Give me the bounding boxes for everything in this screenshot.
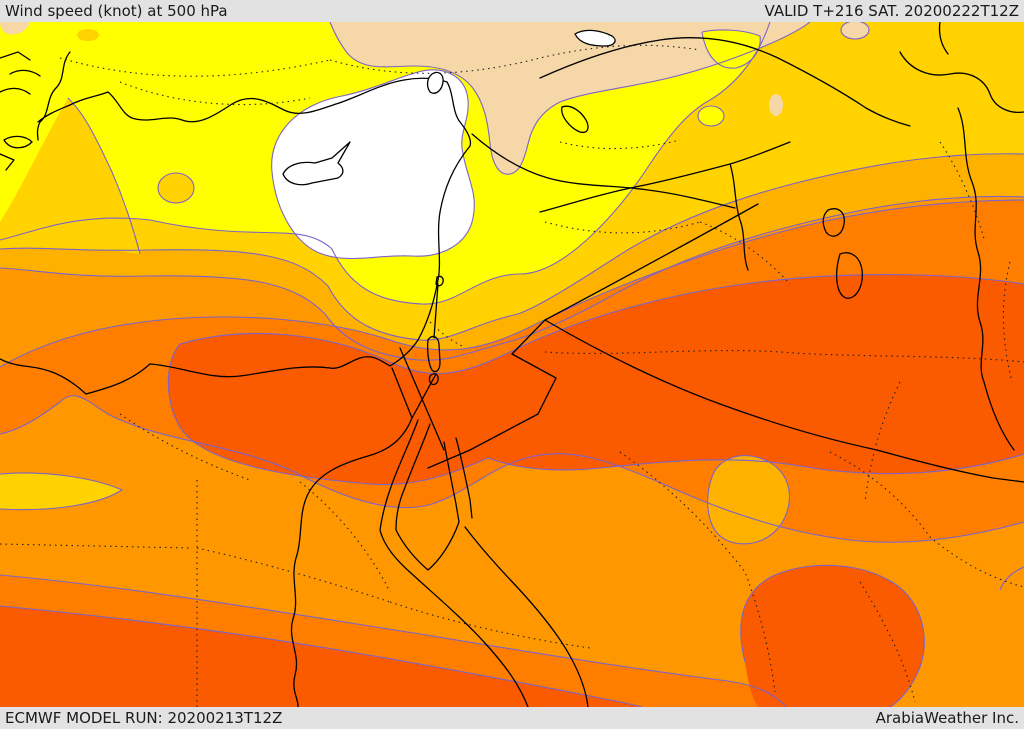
border-turkey-iran — [539, 141, 791, 271]
coastline-cyprus — [282, 141, 351, 186]
aegean-islands — [0, 51, 41, 171]
border-turkey-syria — [471, 133, 736, 209]
contour — [0, 22, 771, 305]
contour — [0, 195, 1024, 361]
border-syria-iraq-jordan — [427, 203, 1024, 483]
band-peach-sliver — [769, 94, 783, 116]
river-nile — [290, 367, 437, 707]
map-header-bar: Wind speed (knot) at 500 hPa VALID T+216… — [0, 0, 1024, 22]
gold-patch-small — [77, 29, 99, 41]
contour — [271, 69, 475, 260]
contour — [740, 564, 925, 707]
contour — [707, 455, 790, 545]
band-red-south — [0, 606, 642, 707]
amber-patch-se — [707, 455, 790, 544]
dotted-borders — [0, 44, 1024, 707]
lake-van — [574, 29, 616, 47]
band-white-cyprus-sea — [271, 69, 475, 259]
model-run-label: ECMWF MODEL RUN: 20200213T12Z — [5, 709, 283, 727]
contour — [999, 566, 1024, 591]
gold-patch — [158, 173, 194, 203]
wind-speed-map-canvas — [0, 22, 1024, 707]
band-gold-sw-wedge — [0, 98, 140, 254]
band-red-blob-se — [740, 565, 925, 707]
band-peach-ne — [841, 22, 869, 39]
band-red-core — [168, 274, 1024, 485]
contour — [840, 22, 870, 40]
contour — [179, 274, 1024, 375]
contour — [0, 574, 787, 707]
contour — [157, 172, 195, 204]
contour — [167, 343, 1024, 486]
gold-patch-west — [0, 472, 122, 510]
yellow-patch-small — [698, 106, 724, 126]
map-title: Wind speed (knot) at 500 hPa — [5, 2, 228, 20]
branding-label: ArabiaWeather Inc. — [875, 709, 1019, 727]
coastlines-and-borders — [0, 22, 1024, 707]
contour — [0, 472, 124, 511]
map-validity: VALID T+216 SAT. 20200222T12Z — [764, 2, 1019, 20]
border-zagros — [957, 107, 1015, 451]
coastline-black-sea — [539, 37, 911, 127]
contour — [701, 29, 761, 69]
coastline-red-sea — [379, 419, 589, 707]
contour — [329, 22, 811, 175]
contour-lines — [0, 22, 1024, 707]
contour — [0, 199, 1024, 368]
coastline-turkey-levant-egypt — [0, 77, 472, 395]
contour — [67, 97, 141, 255]
border-caucasus — [899, 22, 1024, 114]
contour — [697, 105, 725, 127]
contour — [0, 395, 1024, 543]
coastline-aegean — [36, 51, 71, 141]
band-peach-corner — [0, 22, 30, 35]
contour — [0, 153, 1024, 341]
border-egypt-israel — [399, 347, 445, 451]
lakes-nw-iran — [822, 208, 863, 299]
contour — [0, 605, 643, 707]
lake-urmia — [561, 105, 589, 134]
dotted-border — [544, 350, 1024, 703]
dead-sea — [426, 275, 444, 386]
map-footer-bar: ECMWF MODEL RUN: 20200213T12Z ArabiaWeat… — [0, 707, 1024, 729]
